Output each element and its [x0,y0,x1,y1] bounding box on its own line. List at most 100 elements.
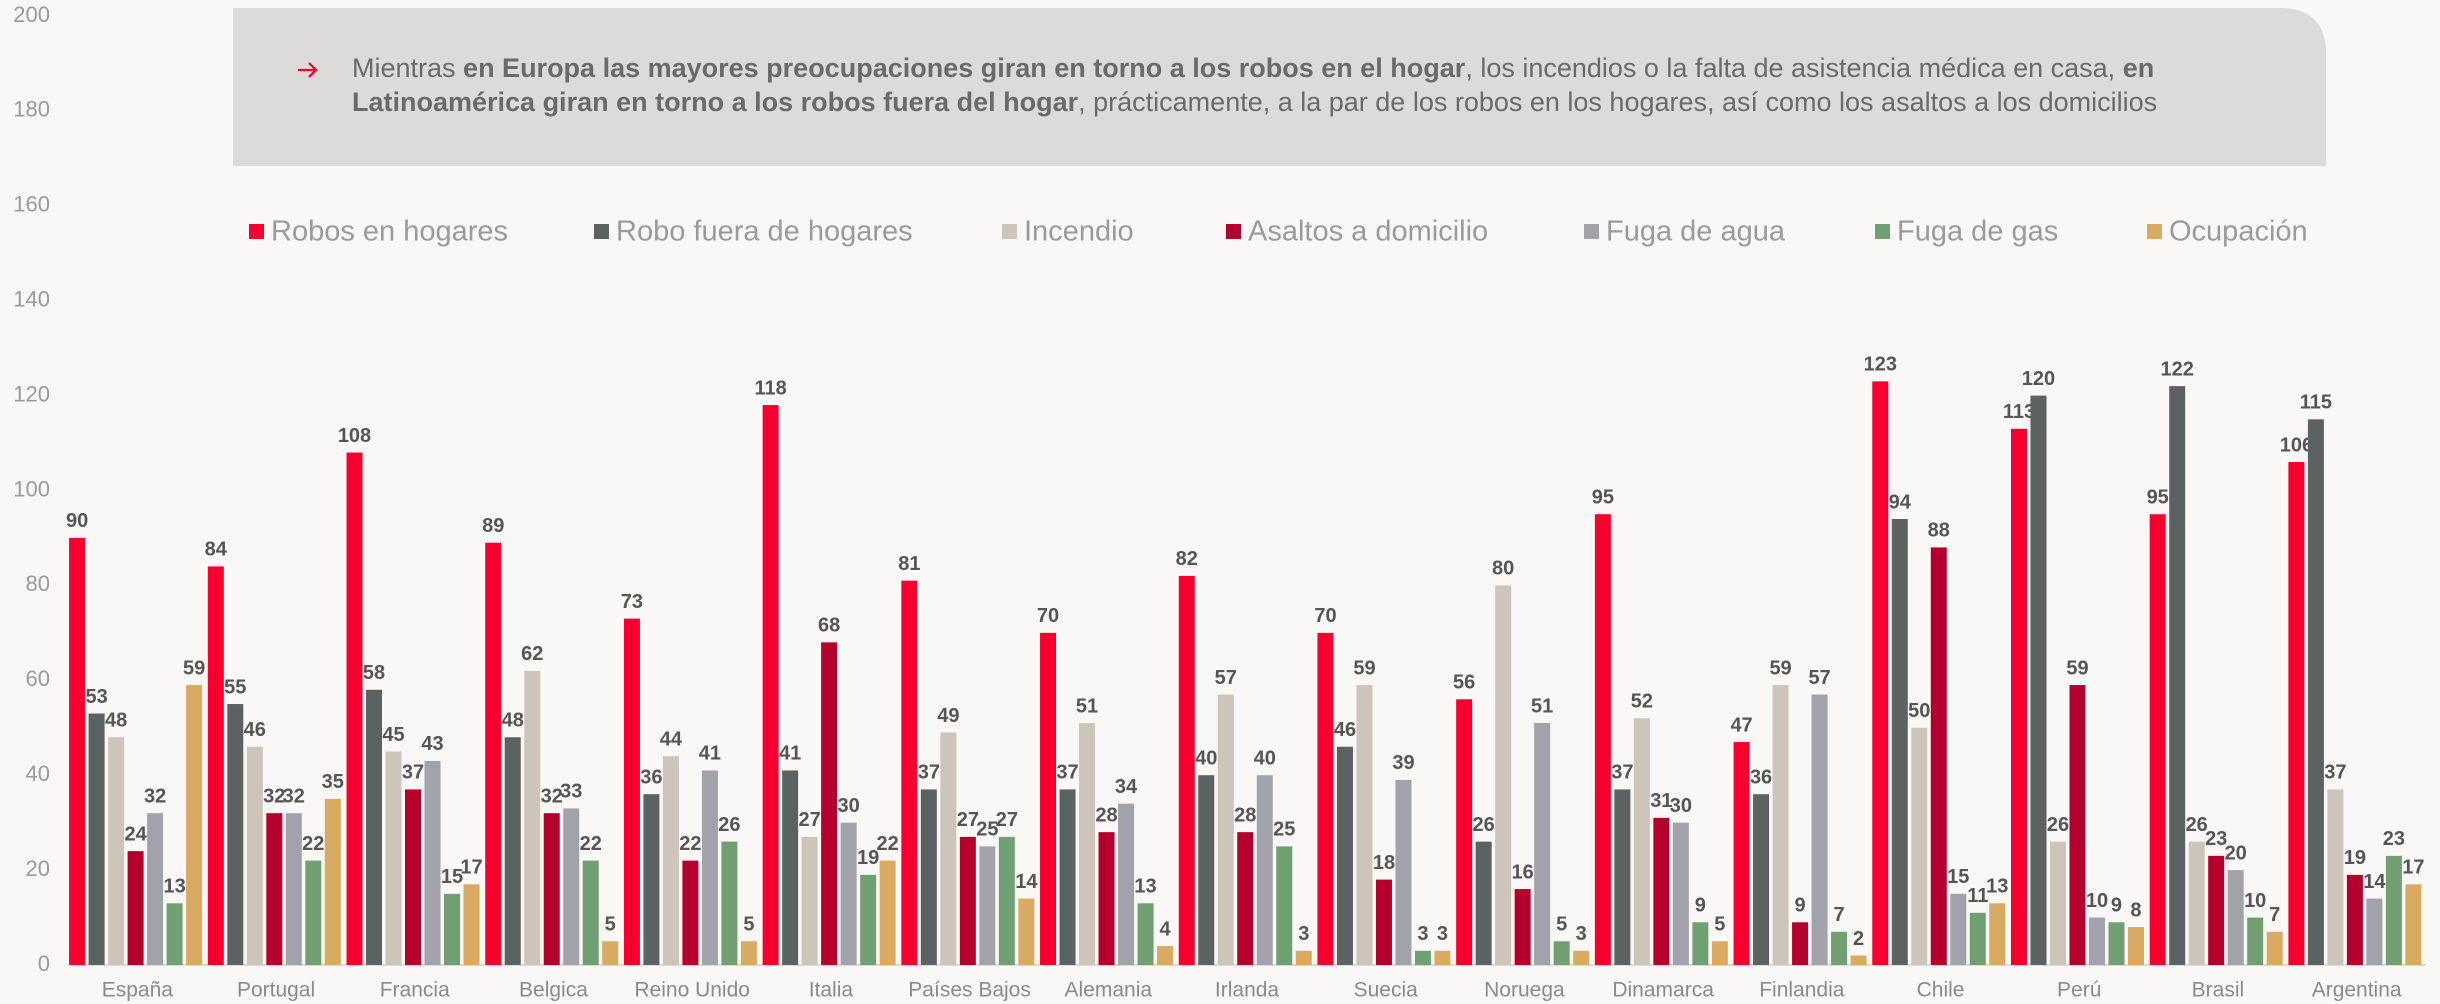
bar [1356,685,1373,965]
value-label: 36 [1750,766,1772,788]
legend-label: Robo fuera de hogares [616,216,913,248]
bar [2049,841,2066,965]
y-tick-label: 0 [38,951,50,976]
value-label: 73 [621,591,643,613]
value-label: 30 [838,795,860,817]
x-tick-label: Brasil [2192,979,2245,1002]
bar [2405,884,2422,965]
bar [1198,775,1215,965]
value-label: 13 [1986,876,2008,898]
bar [2208,855,2225,965]
legend-swatch [594,224,609,239]
bar [2327,789,2344,965]
bar [1295,950,1312,965]
legend-label: Ocupación [2169,216,2308,248]
value-label: 37 [918,762,940,784]
bar [1395,779,1412,965]
bar [69,537,86,965]
y-tick-label: 60 [26,666,50,691]
annotation-text: Latinoamérica giran en torno a los robos… [352,87,2157,117]
arrow-icon [298,62,318,78]
value-label: 46 [1334,719,1356,741]
x-tick-label: Chile [1917,979,1965,1002]
value-label: 82 [1176,548,1198,570]
value-label: 89 [482,515,504,537]
bar [1950,893,1967,965]
y-tick-label: 160 [13,192,50,217]
value-label: 25 [1273,819,1295,841]
value-label: 16 [1512,861,1534,883]
bar [662,756,679,965]
value-label: 33 [560,781,582,803]
x-tick-label: España [102,979,174,1002]
x-tick-label: Noruega [1484,979,1565,1002]
value-label: 13 [163,876,185,898]
value-label: 3 [1298,923,1309,945]
bar [1217,694,1234,965]
value-label: 27 [957,809,979,831]
value-label: 46 [244,719,266,741]
bar [405,789,422,965]
value-label: 62 [521,643,543,665]
value-label: 43 [421,733,443,755]
bar [623,618,640,965]
bar [2188,841,2205,965]
legend-label: Fuga de gas [1897,216,2058,248]
bar [88,713,105,965]
bar [1831,931,1848,965]
value-label: 84 [205,539,228,561]
legend-swatch [1584,224,1599,239]
value-label: 70 [1314,605,1336,627]
bar [821,642,838,965]
annotation-box [233,8,2326,166]
bar [2247,917,2264,965]
bar [940,732,957,965]
legend-swatch [249,224,264,239]
bar [2010,428,2027,965]
x-tick-label: Irlanda [1215,979,1280,1002]
value-label: 68 [818,615,840,637]
value-label: 35 [322,771,344,793]
value-label: 55 [224,676,246,698]
value-label: 23 [2205,828,2227,850]
value-label: 22 [877,833,899,855]
annotation-text: Mientras en Europa las mayores preocupac… [352,53,2154,83]
value-label: 59 [1353,657,1375,679]
value-label: 53 [85,686,107,708]
value-label: 30 [1670,795,1692,817]
bar [643,794,660,965]
value-label: 3 [1417,923,1428,945]
bar [1276,846,1293,965]
x-tick-label: Alemania [1065,979,1153,1002]
bar [524,670,541,965]
value-label: 19 [857,847,879,869]
value-label: 120 [2022,368,2055,390]
bar [1475,841,1492,965]
bar [582,860,599,965]
value-label: 9 [2111,895,2122,917]
value-label: 15 [441,866,463,888]
value-label: 48 [105,710,127,732]
bar [1534,723,1551,965]
bar [1040,632,1057,965]
value-label: 70 [1037,605,1059,627]
y-tick-label: 100 [13,476,50,501]
value-label: 37 [1056,762,1078,784]
value-label: 39 [1392,752,1414,774]
bar [602,941,619,965]
bar [1911,727,1928,965]
bar [1653,817,1670,965]
bar [1157,946,1174,965]
value-label: 40 [1195,747,1217,769]
bar [979,846,996,965]
value-label: 57 [1215,667,1237,689]
bar [740,941,757,965]
bar [2030,395,2047,966]
bar [1711,941,1728,965]
value-label: 32 [263,785,285,807]
y-tick-label: 20 [26,856,50,881]
bar [721,841,738,965]
value-label: 41 [779,743,801,765]
bar [801,836,818,965]
bar [1792,922,1809,965]
